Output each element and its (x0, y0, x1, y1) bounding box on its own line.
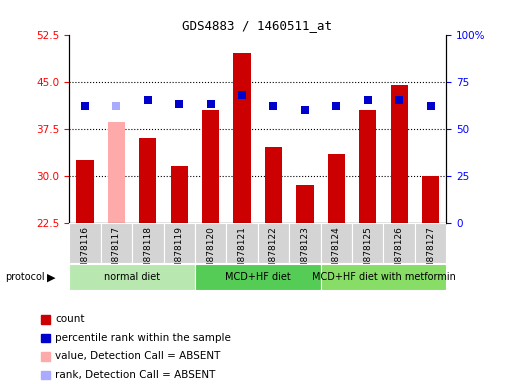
Point (207, 101, 215, 107)
Bar (226, 223, 258, 263)
Point (144, 98, 152, 104)
Text: GSM878122: GSM878122 (269, 226, 278, 281)
Point (426, 103, 435, 109)
Text: GDS4883 / 1460511_at: GDS4883 / 1460511_at (182, 19, 331, 32)
Text: GSM878119: GSM878119 (175, 226, 184, 281)
Bar (132, 223, 164, 263)
Bar (139, 138, 156, 223)
Bar (352, 223, 383, 263)
Bar (359, 110, 377, 223)
Text: GSM878123: GSM878123 (301, 226, 309, 281)
Bar (233, 53, 251, 223)
Text: normal diet: normal diet (104, 272, 160, 282)
Point (175, 101, 183, 107)
Bar (101, 223, 132, 263)
Bar (297, 185, 313, 223)
Point (269, 103, 278, 109)
Text: GSM878121: GSM878121 (238, 226, 247, 281)
Point (332, 103, 341, 109)
Text: GSM878125: GSM878125 (363, 226, 372, 281)
Text: GSM878126: GSM878126 (394, 226, 404, 281)
Text: GSM878117: GSM878117 (112, 226, 121, 281)
Bar (69, 223, 101, 263)
Text: count: count (55, 314, 85, 324)
Text: GSM878118: GSM878118 (143, 226, 152, 281)
Bar (76, 160, 93, 223)
Point (81, 103, 89, 109)
Point (238, 92, 246, 98)
Bar (69, 265, 195, 290)
Bar (108, 122, 125, 223)
Point (112, 103, 121, 109)
Bar (390, 85, 408, 223)
Bar (328, 154, 345, 223)
Bar (195, 223, 226, 263)
Text: percentile rank within the sample: percentile rank within the sample (55, 333, 231, 343)
Bar (258, 223, 289, 263)
Text: ▶: ▶ (47, 272, 56, 283)
Bar (415, 223, 446, 263)
Bar (195, 265, 321, 290)
Point (301, 107, 309, 113)
Point (364, 98, 372, 104)
Text: GSM878120: GSM878120 (206, 226, 215, 281)
Text: protocol: protocol (5, 272, 45, 283)
Text: value, Detection Call = ABSENT: value, Detection Call = ABSENT (55, 351, 221, 361)
Text: rank, Detection Call = ABSENT: rank, Detection Call = ABSENT (55, 370, 216, 380)
Bar (321, 223, 352, 263)
Bar (422, 176, 439, 223)
Bar (202, 110, 219, 223)
Text: MCD+HF diet with metformin: MCD+HF diet with metformin (311, 272, 456, 282)
Bar (321, 265, 446, 290)
Bar (383, 223, 415, 263)
Point (395, 98, 403, 104)
Text: GSM878116: GSM878116 (81, 226, 89, 281)
Text: GSM878127: GSM878127 (426, 226, 435, 281)
Bar (289, 223, 321, 263)
Bar (171, 166, 188, 223)
Bar (164, 223, 195, 263)
Bar (265, 147, 282, 223)
Text: MCD+HF diet: MCD+HF diet (225, 272, 291, 282)
Text: GSM878124: GSM878124 (332, 226, 341, 281)
